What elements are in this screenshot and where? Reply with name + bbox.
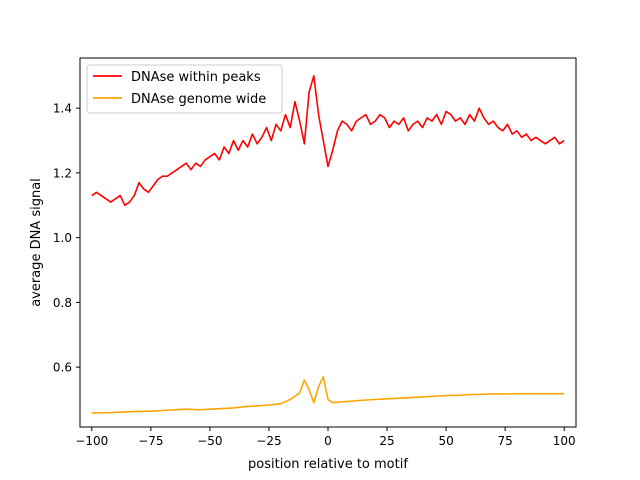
x-tick-label: 75 xyxy=(498,434,513,448)
y-tick-label: 0.6 xyxy=(53,361,72,375)
y-axis-ticks: 0.6 0.8 1.0 1.2 1.4 xyxy=(53,102,80,375)
legend: DNAse within peaks DNAse genome wide xyxy=(86,64,283,114)
x-axis-label: position relative to motif xyxy=(248,457,408,472)
series-layer xyxy=(91,75,565,414)
series-line-dnase-genome-wide xyxy=(91,376,565,414)
x-tick-label: 100 xyxy=(553,434,576,448)
x-tick-label: −50 xyxy=(197,434,222,448)
x-axis-ticks: −100 −75 −50 −25 0 25 50 75 100 xyxy=(75,427,576,448)
x-tick-label: −75 xyxy=(138,434,163,448)
y-tick-label: 1.0 xyxy=(53,231,72,245)
y-tick-label: 0.8 xyxy=(53,296,72,310)
series-line-dnase-within-peaks xyxy=(91,75,565,207)
y-axis-label: average DNA signal xyxy=(29,178,44,307)
legend-box xyxy=(86,64,283,114)
x-tick-label: 50 xyxy=(438,434,453,448)
legend-label-dnase-within-peaks: DNAse within peaks xyxy=(131,70,261,85)
x-tick-label: 25 xyxy=(379,434,394,448)
x-tick-label: −25 xyxy=(256,434,281,448)
legend-label-dnase-genome-wide: DNAse genome wide xyxy=(131,92,266,107)
y-tick-label: 1.2 xyxy=(53,166,72,180)
x-tick-label: 0 xyxy=(324,434,332,448)
y-tick-label: 1.4 xyxy=(53,102,72,116)
x-tick-label: −100 xyxy=(75,434,108,448)
